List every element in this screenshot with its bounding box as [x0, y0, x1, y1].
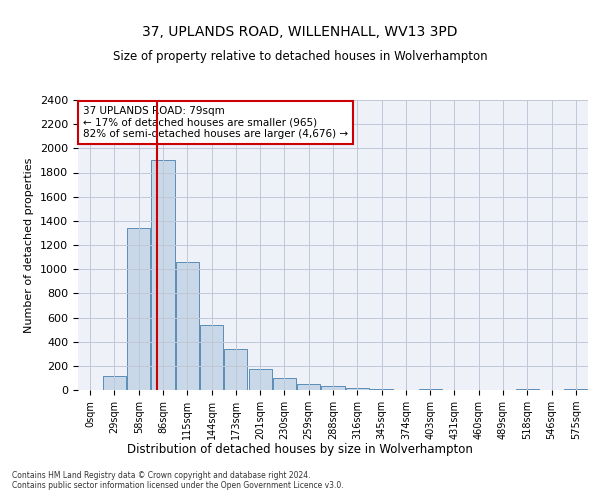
Bar: [419, 389, 442, 390]
Text: Contains HM Land Registry data © Crown copyright and database right 2024.
Contai: Contains HM Land Registry data © Crown c…: [12, 470, 344, 490]
Bar: [322, 386, 344, 390]
Bar: [248, 370, 272, 390]
Bar: [346, 388, 369, 390]
Text: 37, UPLANDS ROAD, WILLENHALL, WV13 3PD: 37, UPLANDS ROAD, WILLENHALL, WV13 3PD: [142, 25, 458, 39]
Bar: [224, 349, 247, 390]
Bar: [297, 384, 320, 390]
Y-axis label: Number of detached properties: Number of detached properties: [25, 158, 34, 332]
Text: Size of property relative to detached houses in Wolverhampton: Size of property relative to detached ho…: [113, 50, 487, 63]
Bar: [370, 389, 393, 390]
Bar: [103, 376, 126, 390]
Bar: [176, 262, 199, 390]
Bar: [127, 228, 150, 390]
Bar: [151, 160, 175, 390]
Text: 37 UPLANDS ROAD: 79sqm
← 17% of detached houses are smaller (965)
82% of semi-de: 37 UPLANDS ROAD: 79sqm ← 17% of detached…: [83, 106, 348, 139]
Text: Distribution of detached houses by size in Wolverhampton: Distribution of detached houses by size …: [127, 442, 473, 456]
Bar: [516, 389, 539, 390]
Bar: [273, 378, 296, 390]
Bar: [565, 389, 587, 390]
Bar: [200, 325, 223, 390]
